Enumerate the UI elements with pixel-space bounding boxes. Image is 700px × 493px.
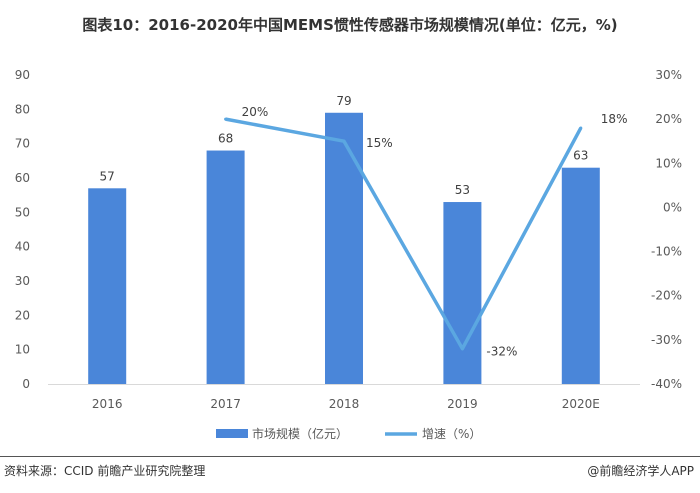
chart-svg: 0 10 20 30 40 50 60 70 80 90 -40% -30% -20% -10% 0% 10%… bbox=[15, 68, 682, 441]
y-right-tick-label: -20% bbox=[651, 289, 682, 303]
bar bbox=[443, 202, 482, 384]
x-tick-label: 2017 bbox=[210, 397, 241, 411]
legend-bar-swatch bbox=[216, 429, 248, 438]
x-tick-label: 2016 bbox=[92, 397, 123, 411]
x-tick-label: 2018 bbox=[329, 397, 360, 411]
line-point bbox=[224, 117, 228, 121]
y-left-tick-label: 80 bbox=[15, 102, 30, 116]
y-right-tick-label: -30% bbox=[651, 333, 682, 347]
line-value-label: -32% bbox=[486, 345, 517, 359]
line-value-label: 15% bbox=[366, 136, 393, 150]
source-note: 资料来源：CCID 前瞻产业研究院整理 bbox=[4, 464, 206, 478]
y-left-tick-label: 60 bbox=[15, 171, 30, 185]
y-left-tick-label: 10 bbox=[15, 343, 30, 357]
x-tick-label: 2020E bbox=[562, 397, 600, 411]
bar-value-label: 68 bbox=[218, 132, 233, 146]
bar bbox=[88, 188, 127, 384]
line-value-label: 20% bbox=[242, 105, 269, 119]
credit-note: @前瞻经济学人APP bbox=[587, 464, 694, 478]
y-right-tick-label: 0% bbox=[663, 200, 682, 214]
line-point bbox=[342, 139, 346, 143]
y-right-tick-label: -10% bbox=[651, 245, 682, 259]
bar-value-label: 63 bbox=[573, 149, 588, 163]
x-tick-label: 2019 bbox=[447, 397, 478, 411]
chart-title: 图表10：2016-2020年中国MEMS惯性传感器市场规模情况(单位：亿元，%… bbox=[82, 16, 618, 34]
y-left-tick-label: 20 bbox=[15, 308, 30, 322]
y-left-tick-label: 90 bbox=[15, 68, 30, 82]
y-right-tick-label: 10% bbox=[655, 156, 682, 170]
bar bbox=[206, 150, 245, 384]
y-left-tick-label: 30 bbox=[15, 274, 30, 288]
line-point bbox=[579, 126, 583, 130]
y-right-tick-label: -40% bbox=[651, 377, 682, 391]
legend-bar-label: 市场规模（亿元） bbox=[252, 426, 348, 441]
growth-line bbox=[225, 117, 583, 351]
bar-value-label: 57 bbox=[100, 169, 115, 183]
y-left-tick-label: 70 bbox=[15, 137, 30, 151]
y-left-tick-label: 40 bbox=[15, 240, 30, 254]
y-right-tick-label: 20% bbox=[655, 112, 682, 126]
y-right-tick-label: 30% bbox=[655, 68, 682, 82]
line-point bbox=[460, 347, 464, 351]
bar-value-label: 79 bbox=[336, 94, 351, 108]
y-left-tick-label: 50 bbox=[15, 205, 30, 219]
line-value-label: 18% bbox=[601, 112, 628, 126]
bar bbox=[325, 112, 363, 385]
footer-divider bbox=[0, 456, 700, 457]
bar bbox=[561, 167, 600, 384]
legend-line-label: 增速（%） bbox=[422, 427, 481, 441]
y-left-tick-label: 0 bbox=[22, 377, 30, 391]
bar-value-label: 53 bbox=[455, 183, 470, 197]
